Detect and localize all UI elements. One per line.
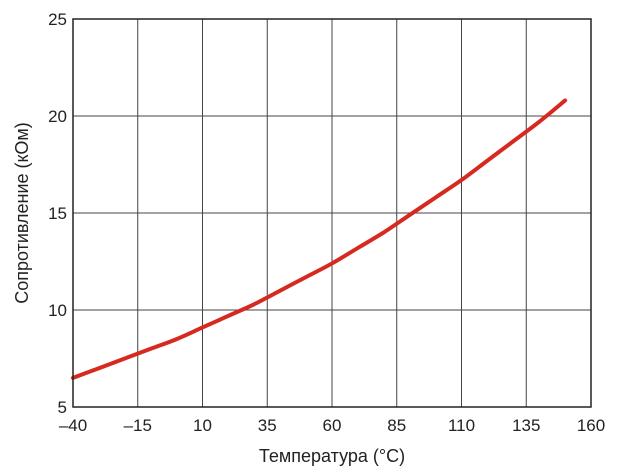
y-tick-label: 10: [48, 301, 67, 320]
x-tick-label: 110: [448, 416, 475, 435]
grid-layer: [73, 19, 591, 407]
x-tick-label: 60: [323, 416, 342, 435]
y-axis-title: Сопротивление (кОм): [12, 122, 32, 304]
x-tick-label: 35: [258, 416, 277, 435]
x-axis-title: Температура (°C): [259, 446, 405, 466]
x-tick-label: 10: [193, 416, 212, 435]
plot-frame: [72, 18, 592, 408]
y-tick-label: 15: [48, 204, 67, 223]
series-layer: [71, 98, 568, 380]
y-tick-label: 25: [48, 10, 67, 29]
x-tick-label: 85: [387, 416, 406, 435]
y-axis-ticks: 5 10 15 20 25: [48, 10, 67, 417]
y-tick-label: 20: [48, 107, 67, 126]
x-tick-label: 135: [512, 416, 540, 435]
x-axis-ticks: –40 –15 10 35 60 85 110 135 160: [59, 416, 605, 435]
y-tick-label: 5: [58, 398, 67, 417]
x-tick-label: –40: [59, 416, 87, 435]
x-tick-label: –15: [124, 416, 152, 435]
resistance-series-line: [71, 98, 568, 380]
x-tick-label: 160: [577, 416, 605, 435]
